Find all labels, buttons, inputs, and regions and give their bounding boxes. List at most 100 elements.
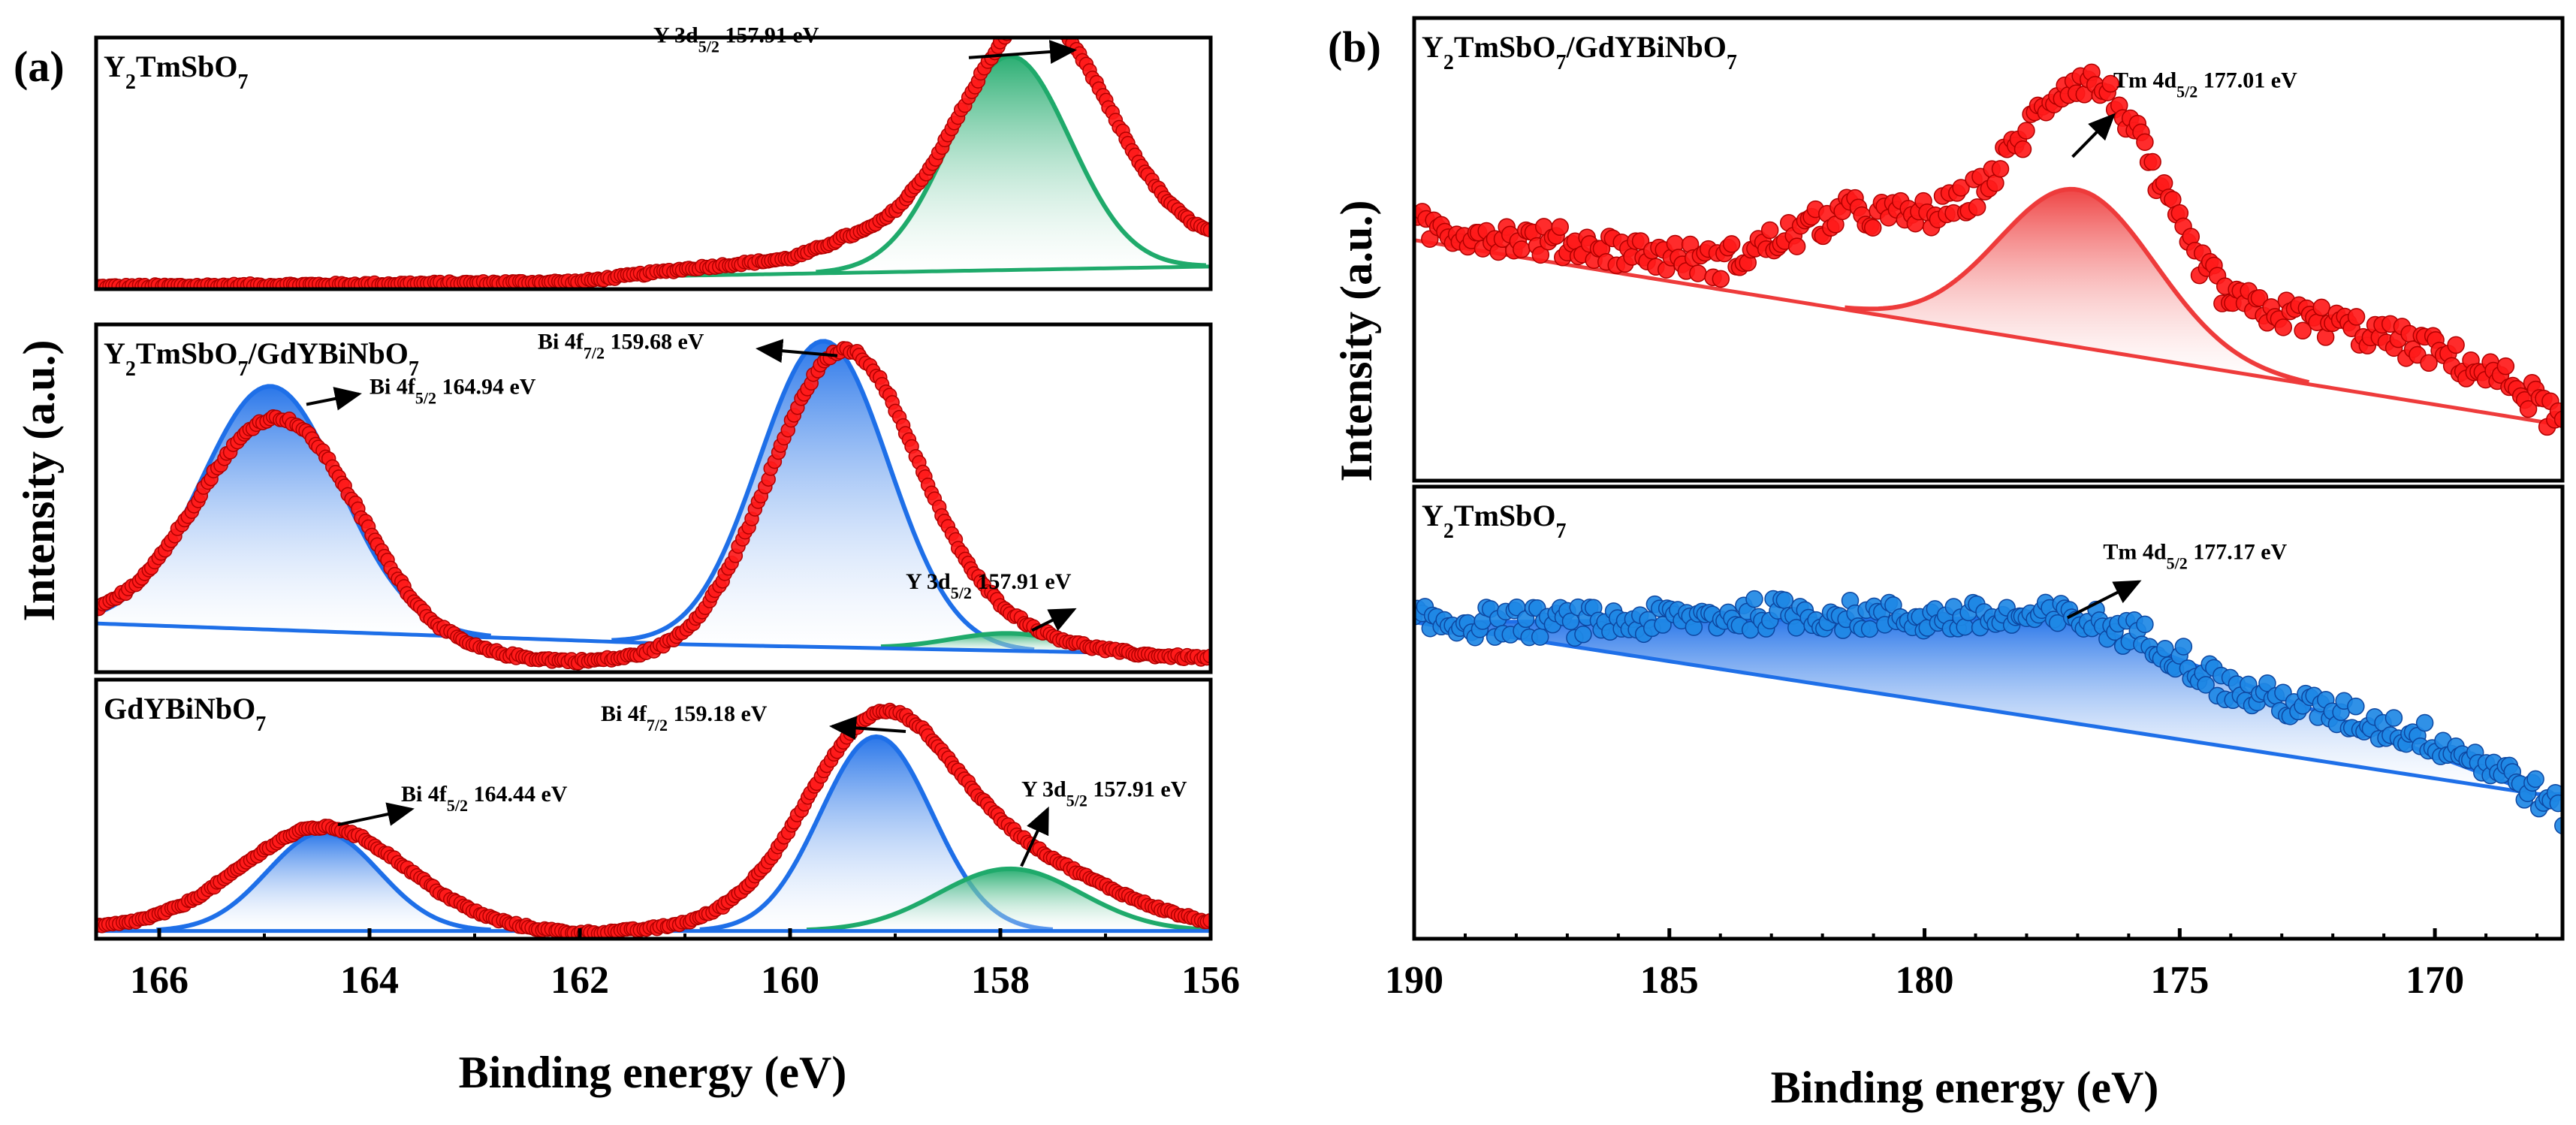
peak-arrow-0: [2071, 113, 2116, 158]
subpanel-title-part: 7: [1556, 51, 1567, 74]
data-points: [96, 9, 1211, 289]
data-point: [2136, 133, 2154, 152]
data-point: [2250, 289, 2269, 307]
data-point: [1030, 9, 1044, 23]
data-points: [96, 702, 1211, 939]
subpanel-title-part: Y: [104, 50, 125, 83]
data-point: [1054, 23, 1067, 37]
subpanel-frame: [94, 677, 1213, 941]
data-point: [2143, 152, 2161, 171]
data-point: [1047, 17, 1060, 31]
subpanel-plot-area: [96, 339, 1211, 671]
subpanel-title-part: 2: [1443, 51, 1454, 74]
subpanel-title-part: Y: [104, 336, 125, 370]
subpanel-title: Y2TmSbO7/GdYBiNbO7: [1422, 30, 1737, 74]
data-point: [2013, 140, 2032, 158]
data-point: [1712, 270, 1730, 288]
x-tick-label: 162: [550, 959, 609, 1002]
subpanel-title-part: /GdYBiNbO: [1566, 30, 1727, 64]
data-point: [1574, 625, 1592, 644]
data-point: [1775, 591, 1794, 610]
data-point: [2347, 697, 2365, 716]
subpanel-title-part: 7: [238, 357, 249, 381]
peak-arrow-0: [306, 387, 362, 411]
subpanel-title-part: 2: [125, 357, 136, 381]
data-point: [1561, 612, 1580, 631]
panel-b-y-axis-label: Intensity (a.u.): [1332, 200, 1381, 481]
peak-label-0: Tm 4d5/2 177.01 eV: [2113, 68, 2297, 100]
peak-label-0: Bi 4f5/2 164.94 eV: [370, 375, 536, 408]
peak-label-2: Y 3d5/2 157.91 eV: [906, 569, 1072, 602]
data-point: [2101, 74, 2120, 93]
fit-component-0: [816, 56, 1206, 273]
data-point: [2447, 336, 2465, 354]
data-point: [1040, 13, 1054, 26]
data-point: [1956, 617, 1974, 636]
fit-component-0: [1845, 189, 2309, 385]
data-point: [2156, 639, 2174, 658]
data-point: [2197, 676, 2215, 694]
peak-arrow-1: [756, 339, 838, 363]
data-point: [2553, 410, 2562, 429]
x-tick-label: 160: [761, 959, 819, 1002]
subpanel-title-part: GdYBiNbO: [104, 692, 255, 725]
subpanel-title-part: 7: [409, 357, 419, 381]
data-point: [2017, 122, 2035, 140]
peak-arrow-0: [968, 40, 1077, 65]
panel-a-y-axis-label: Intensity (a.u.): [14, 339, 64, 621]
subpanel-frame: [1412, 484, 2565, 941]
subpanel-title: Y2TmSbO7/GdYBiNbO7: [104, 336, 419, 381]
peak-arrow-1: [829, 716, 906, 740]
data-point: [1024, 11, 1037, 25]
panel-a-x-axis-label: Binding energy (eV): [459, 1048, 847, 1097]
panel-b-x-axis: 190 185 180 175 170: [1385, 928, 2539, 1002]
x-tick-label: 180: [1896, 959, 1954, 1002]
data-point: [1037, 11, 1051, 25]
data-point: [2384, 709, 2403, 727]
subpanel-a-0: Y2TmSbO7 Y 3d5/2 157.91 eV: [94, 9, 1213, 291]
subpanel-plot-area: [1414, 590, 2562, 835]
peak-label-1: Bi 4f7/2 159.68 eV: [538, 329, 704, 362]
subpanel-title-part: TmSbO: [1454, 30, 1556, 64]
data-point: [1013, 15, 1027, 29]
data-point: [2174, 638, 2193, 656]
subpanel-title-part: 7: [255, 713, 266, 736]
subpanel-title-part: TmSbO: [136, 336, 238, 370]
data-point: [2294, 321, 2312, 340]
data-point: [1722, 235, 1741, 253]
panel-b-label: (b): [1328, 23, 1381, 71]
subpanel-title-part: TmSbO: [136, 50, 238, 83]
subpanel-title-part: 7: [238, 71, 249, 94]
data-point: [1531, 628, 1549, 646]
data-point: [2519, 400, 2538, 418]
peak-label-0: Tm 4d5/2 177.17 eV: [2103, 539, 2287, 572]
fit-peak-line-0: [1845, 186, 2310, 385]
peak-label-2: Y 3d5/2 157.91 eV: [1021, 777, 1187, 810]
panel-b: (b) Y2TmSbO7/GdYBiNbO7 Tm 4d5/2 177.01 eV…: [1328, 16, 2565, 1112]
subpanel-frame: [1412, 16, 2565, 483]
data-point: [2240, 675, 2258, 694]
subpanel-b-0: Y2TmSbO7/GdYBiNbO7 Tm 4d5/2 177.01 eV: [1412, 16, 2565, 483]
data-point: [1513, 240, 1531, 258]
data-points: [96, 341, 1211, 671]
subpanel-title-part: 2: [125, 71, 136, 94]
fit-peak-line-0: [816, 53, 1206, 275]
data-points: [1414, 590, 2562, 835]
peak-arrow-0: [2066, 580, 2142, 620]
data-point: [1017, 14, 1030, 28]
x-tick-label: 166: [130, 959, 189, 1002]
data-point: [1043, 17, 1057, 30]
fit-peak-line-2: [806, 866, 1211, 933]
x-tick-label: 158: [971, 959, 1030, 1002]
subpanel-title-part: Y: [1422, 499, 1443, 532]
data-point: [1863, 219, 1882, 237]
x-tick-label: 170: [2406, 959, 2464, 1002]
peak-arrow-2: [1020, 806, 1049, 867]
fit-component-1: [611, 341, 1035, 652]
peak-arrow-0: [337, 802, 415, 827]
subpanel-plot-area: [96, 9, 1211, 289]
data-point: [1007, 22, 1021, 35]
panel-a-label: (a): [14, 42, 65, 91]
